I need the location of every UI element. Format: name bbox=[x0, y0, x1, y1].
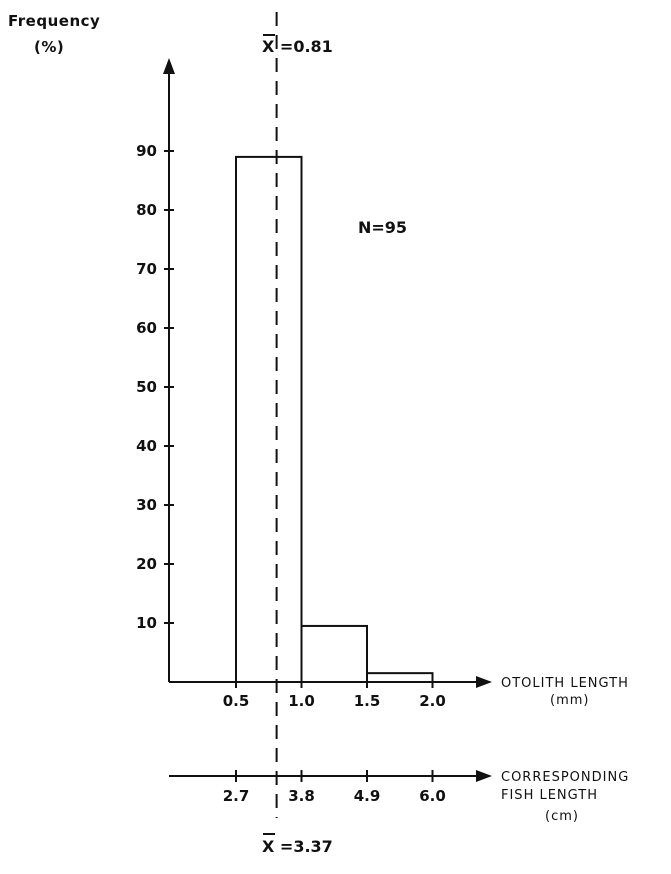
fish-tick-label-6.0: 6.0 bbox=[419, 787, 446, 805]
y-tick-label-90: 90 bbox=[136, 142, 157, 160]
sample-size-label: N=95 bbox=[358, 218, 407, 237]
fish-tick-label-3.8: 3.8 bbox=[288, 787, 315, 805]
histogram-bar-2 bbox=[300, 624, 368, 684]
x-ticks: 0.5 1.0 1.5 2.0 bbox=[223, 676, 446, 710]
y-tick-label-20: 20 bbox=[136, 555, 157, 573]
mean-bottom-label: X =3.37 bbox=[262, 837, 333, 856]
x-tick-label-0.5: 0.5 bbox=[223, 692, 250, 710]
y-tick-label-10: 10 bbox=[136, 614, 157, 632]
histogram-bars bbox=[235, 155, 434, 684]
y-tick-label-70: 70 bbox=[136, 260, 157, 278]
y-tick-label-30: 30 bbox=[136, 496, 157, 514]
histogram-bar-3 bbox=[366, 672, 434, 684]
y-tick-label-80: 80 bbox=[136, 201, 157, 219]
x-axis-arrow bbox=[476, 676, 492, 688]
x-axis-unit: (mm) bbox=[550, 693, 589, 708]
y-tick-label-50: 50 bbox=[136, 378, 157, 396]
fish-ticks: 2.7 3.8 4.9 6.0 bbox=[223, 770, 446, 805]
y-axis-unit: (%) bbox=[34, 38, 64, 56]
fish-tick-label-4.9: 4.9 bbox=[354, 787, 381, 805]
fish-axis-unit: (cm) bbox=[545, 809, 579, 824]
fish-axis-arrow bbox=[476, 770, 492, 782]
y-axis-title: Frequency bbox=[8, 12, 100, 30]
y-tick-label-40: 40 bbox=[136, 437, 157, 455]
y-ticks: 10 20 30 40 50 60 70 80 90 bbox=[136, 142, 174, 632]
mean-top-label: X =0.81 bbox=[262, 37, 333, 56]
y-tick-label-60: 60 bbox=[136, 319, 157, 337]
x-tick-label-1.5: 1.5 bbox=[354, 692, 381, 710]
fish-axis-title-line1: CORRESPONDING bbox=[501, 770, 629, 785]
y-axis-arrow bbox=[163, 58, 175, 74]
x-tick-label-2.0: 2.0 bbox=[419, 692, 446, 710]
fish-tick-label-2.7: 2.7 bbox=[223, 787, 250, 805]
x-axis-title: OTOLITH LENGTH bbox=[501, 676, 629, 691]
x-tick-label-1.0: 1.0 bbox=[288, 692, 315, 710]
histogram-bar-1 bbox=[235, 155, 303, 683]
fish-axis-title-line2: FISH LENGTH bbox=[501, 788, 598, 803]
